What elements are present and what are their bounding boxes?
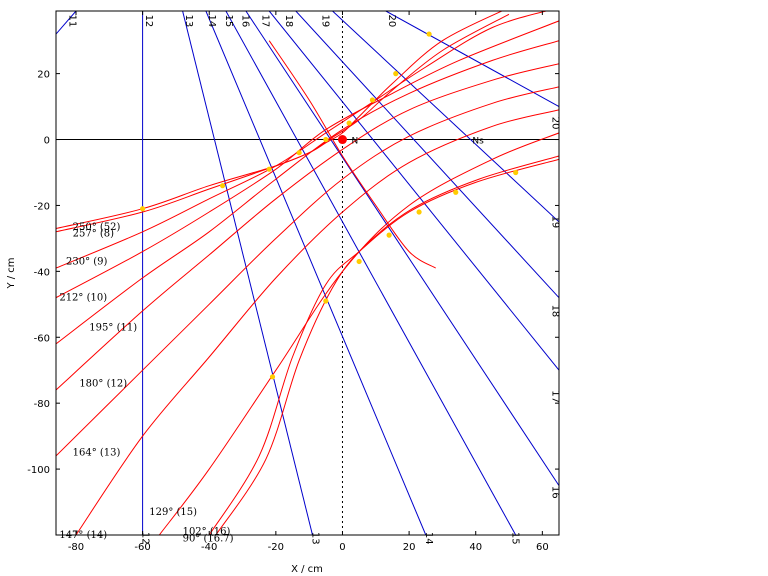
curve-label-5: 180° (12): [79, 378, 127, 389]
red-curve-1: [56, 13, 510, 233]
curve-label-8: 129° (15): [149, 507, 197, 518]
yellow-point-8: [426, 31, 432, 37]
reference-lines: [56, 11, 559, 535]
red-curve-7: [75, 109, 559, 535]
yellow-point-6: [369, 97, 376, 103]
red-curve-2: [56, 11, 549, 269]
y-tick-label-4: -60: [34, 333, 50, 344]
plot-labels: N Ns 250° (52)257° (8) 230° (9) 212° (10) 195…: [59, 15, 560, 545]
blue-line-19-8: [332, 11, 559, 223]
curve-label-9: 102° (16): [183, 527, 231, 538]
yellow-point-5: [346, 120, 352, 126]
blue-line-13-2: [182, 11, 313, 535]
yellow-point-15: [513, 169, 519, 176]
blue-line-label-8: 19: [320, 15, 331, 28]
yellow-point-4: [323, 136, 329, 143]
curve-label-10: 90° (16.7): [183, 533, 234, 544]
x-axis-title: X / cm: [291, 564, 323, 575]
blue-line-label-6: 17: [260, 15, 271, 28]
blue-line-label-4: 15: [223, 15, 234, 28]
blue-line-label-18: 15: [509, 532, 520, 545]
blue-line-label-10: 20: [549, 117, 560, 130]
y-tick-label-6: -100: [27, 465, 50, 476]
blue-line-16-5: [245, 11, 559, 486]
red-curve-3: [56, 20, 559, 299]
curve-label-4: 195° (11): [89, 322, 137, 333]
red-curve-10: [215, 155, 559, 535]
x-tick-label-0: -80: [68, 542, 84, 553]
yellow-point-7: [393, 71, 399, 77]
x-tick-label-5: 20: [403, 542, 416, 553]
yellow-point-9: [269, 374, 276, 380]
red-curve-4: [56, 40, 559, 345]
blue-line-label-1: 12: [143, 15, 154, 28]
axes: -80 -60 -40 -20 0 20 40 60 20 0 -20 -40 -60 -80 -100: [27, 11, 559, 553]
plot-frame: [55, 10, 560, 536]
yellow-point-0: [140, 206, 146, 212]
x-tick-label-4: 0: [339, 542, 345, 553]
curve-label-0: 250° (52): [73, 222, 121, 233]
red-curve-8: [158, 132, 559, 535]
plot-series: [56, 11, 559, 535]
blue-line-label-7: 18: [283, 15, 294, 28]
blue-line-11-0: [56, 11, 77, 35]
blue-line-17-6: [268, 11, 559, 371]
curve-label-2: 230° (9): [66, 256, 108, 267]
red-curve-0: [56, 11, 504, 229]
x-tick-label-3: -20: [268, 542, 284, 553]
x-tick-label-2: -40: [201, 542, 217, 553]
yellow-point-10: [323, 298, 329, 304]
blue-line-14-3: [205, 11, 427, 535]
red-curve-5: [56, 63, 559, 391]
yellow-point-3: [296, 150, 302, 156]
blue-line-label-0: 11: [66, 15, 77, 28]
y-tick-label-0: 20: [37, 70, 50, 81]
yellow-point-2: [266, 166, 272, 172]
yellow-point-1: [219, 183, 226, 189]
blue-line-label-12: 18: [549, 305, 560, 318]
yellow-point-14: [453, 189, 459, 195]
center-marker-label: N: [351, 137, 358, 147]
plot-markers: [140, 31, 519, 380]
y-tick-label-2: -20: [34, 201, 50, 212]
blue-line-label-2: 13: [183, 15, 194, 28]
y-tick-label-1: 0: [44, 136, 50, 147]
blue-line-label-15: 12: [140, 532, 151, 545]
y-tick-label-3: -40: [34, 267, 50, 278]
red-diagonal-line: [268, 40, 436, 269]
blue-line-label-9: 20: [386, 15, 397, 28]
blue-line-label-3: 14: [206, 15, 217, 28]
blue-line-label-14: 16: [549, 486, 560, 499]
blue-line-18-7: [295, 11, 559, 299]
x-tick-label-1: -60: [134, 542, 150, 553]
red-curve-9: [208, 158, 559, 535]
curve-label-6: 164° (13): [73, 448, 121, 459]
blue-line-label-11: 19: [549, 216, 560, 229]
secondary-marker-label: Ns: [472, 137, 484, 147]
blue-line-label-17: 14: [423, 532, 434, 545]
blue-line-label-16: 13: [310, 532, 321, 545]
x-tick-label-6: 40: [469, 542, 482, 553]
y-axis-title: Y / cm: [6, 257, 17, 289]
center-marker: [337, 135, 347, 145]
yellow-point-13: [416, 209, 422, 215]
blue-line-label-13: 17: [549, 390, 560, 403]
curve-label-3: 212° (10): [59, 293, 107, 304]
blue-line-20-9: [385, 11, 559, 108]
yellow-point-12: [386, 232, 392, 238]
curve-label-1: 257° (8): [73, 228, 115, 239]
blue-line-label-5: 16: [240, 15, 251, 28]
red-curve-6: [56, 86, 559, 457]
blue-line-15-4: [225, 11, 517, 535]
yellow-point-11: [356, 258, 362, 265]
y-tick-label-5: -80: [34, 399, 50, 410]
x-tick-label-7: 60: [536, 542, 549, 553]
